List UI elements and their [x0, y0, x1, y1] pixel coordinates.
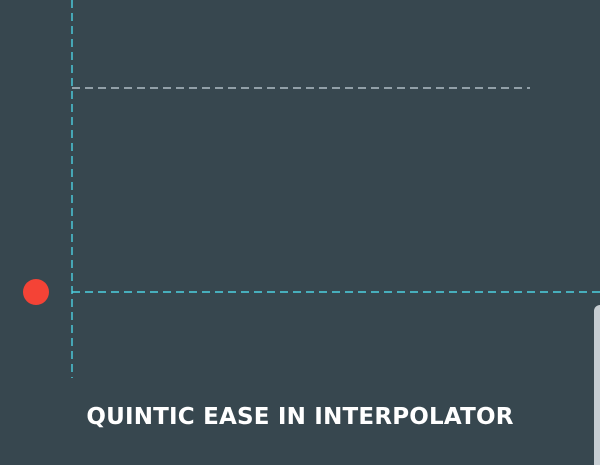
animated-ball [23, 279, 49, 305]
scroll-handle[interactable] [594, 305, 600, 465]
interpolator-title: QUINTIC EASE IN INTERPOLATOR [86, 404, 514, 430]
